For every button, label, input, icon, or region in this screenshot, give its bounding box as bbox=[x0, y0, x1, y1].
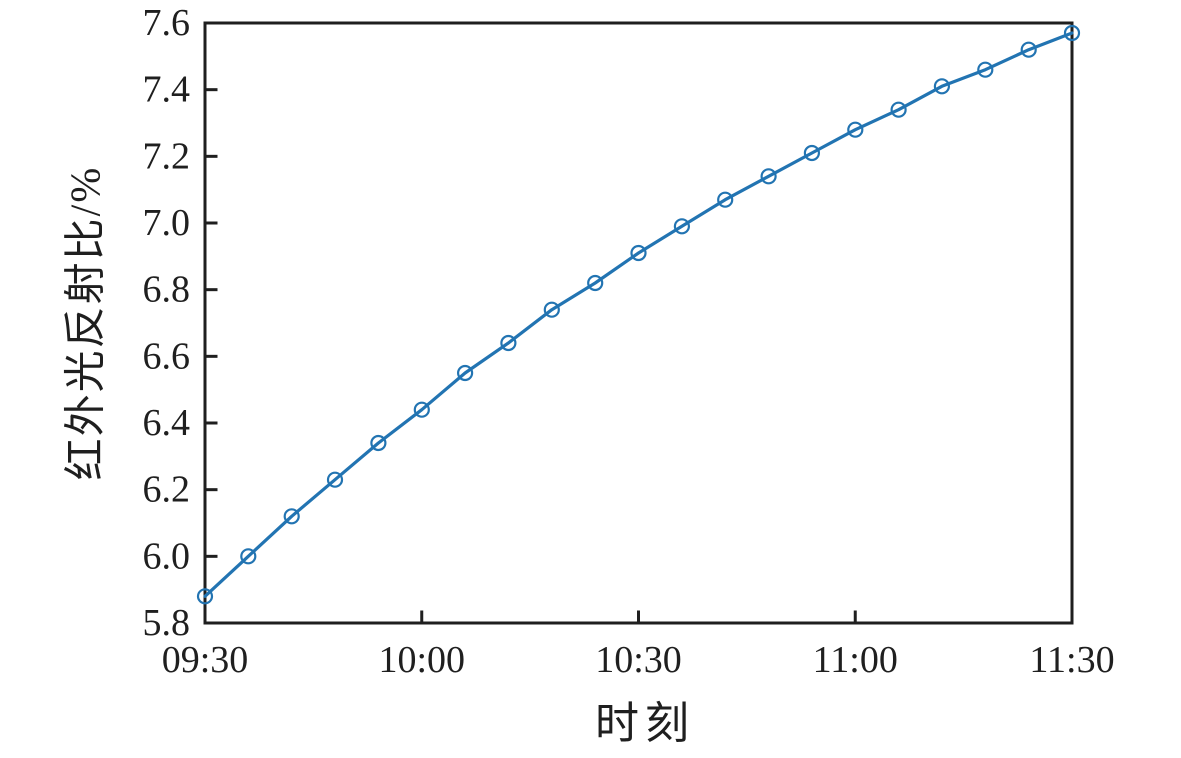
y-tick-label: 6.6 bbox=[143, 335, 191, 377]
series-line bbox=[203, 31, 1074, 598]
x-tick-label: 11:30 bbox=[1029, 639, 1114, 681]
y-tick-label: 6.2 bbox=[143, 469, 191, 511]
data-point-marker bbox=[240, 548, 257, 565]
data-point-marker bbox=[1020, 41, 1037, 58]
y-tick-label: 6.4 bbox=[143, 402, 191, 444]
data-point-marker bbox=[326, 471, 344, 488]
x-axis-title: 时刻 bbox=[595, 699, 695, 748]
data-point-marker bbox=[1063, 24, 1081, 42]
data-point-marker bbox=[890, 101, 907, 118]
y-tick-label: 6.8 bbox=[143, 269, 191, 311]
plot-border bbox=[203, 21, 1074, 625]
x-tick-label: 10:30 bbox=[595, 639, 682, 681]
y-tick-label: 7.2 bbox=[143, 135, 191, 177]
y-tick-label: 6.0 bbox=[143, 535, 191, 577]
data-point-marker bbox=[630, 244, 647, 262]
data-point-marker bbox=[457, 364, 474, 382]
data-point-marker bbox=[717, 191, 734, 208]
data-point-marker bbox=[803, 144, 821, 162]
data-point-marker bbox=[977, 61, 994, 78]
data-point-marker bbox=[413, 401, 430, 418]
data-point-marker bbox=[283, 508, 300, 525]
data-point-marker bbox=[673, 218, 691, 235]
x-tick-label: 10:00 bbox=[378, 639, 465, 681]
y-tick-label: 7.6 bbox=[143, 2, 191, 44]
x-tick-label: 11:00 bbox=[813, 639, 898, 681]
data-point-marker bbox=[933, 78, 951, 95]
y-axis-title: 红外光反射比/% bbox=[63, 165, 110, 481]
data-point-marker bbox=[587, 274, 604, 292]
y-tick-label: 5.8 bbox=[143, 602, 191, 644]
data-point-marker bbox=[370, 434, 387, 452]
y-tick-label: 7.4 bbox=[143, 69, 191, 111]
data-point-marker bbox=[847, 121, 864, 138]
data-point-marker bbox=[543, 301, 560, 318]
data-point-marker bbox=[196, 588, 214, 605]
y-tick-label: 7.0 bbox=[143, 202, 191, 244]
x-tick-label: 09:30 bbox=[162, 639, 249, 681]
data-point-marker bbox=[500, 334, 517, 352]
data-point-marker bbox=[760, 168, 777, 185]
